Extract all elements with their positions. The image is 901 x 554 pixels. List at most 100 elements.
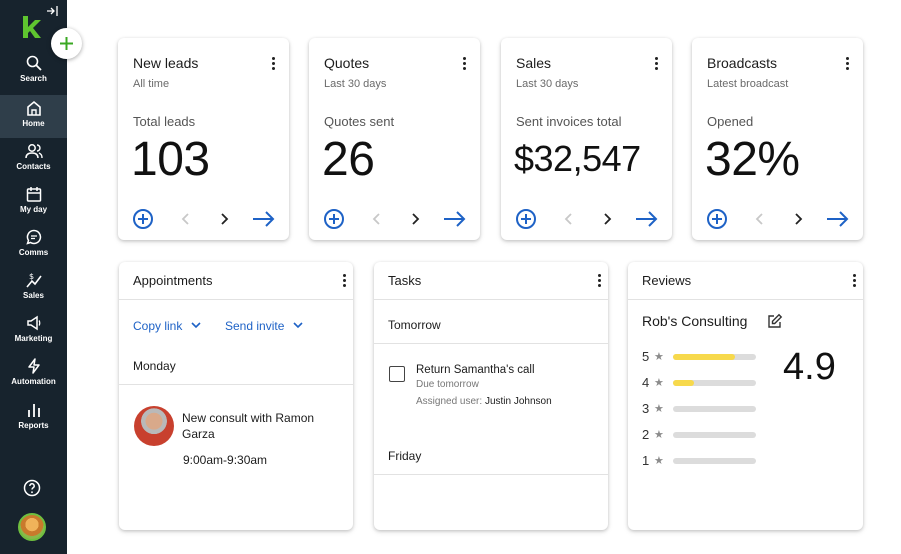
send-invite-button[interactable]: Send invite: [225, 319, 304, 333]
appointments-panel: Appointments Copy link Send invite Monda…: [119, 262, 353, 530]
tasks-panel: Tasks Tomorrow Return Samantha's call Du…: [374, 262, 608, 530]
quotes-card[interactable]: Quotes Last 30 days Quotes sent 26: [309, 38, 480, 240]
sidebar-item-label: Sales: [23, 291, 44, 300]
arrow-right-icon[interactable]: [635, 210, 659, 233]
chevron-left-icon[interactable]: [180, 211, 192, 232]
send-invite-label: Send invite: [225, 319, 285, 333]
help-icon[interactable]: [23, 479, 41, 497]
sidebar: Search Home Contacts My day Comms $ Sale…: [0, 0, 67, 554]
task-checkbox[interactable]: [389, 366, 405, 382]
business-name: Rob's Consulting: [642, 313, 748, 329]
star-icon: ★: [654, 377, 664, 389]
contacts-icon: [24, 144, 43, 159]
more-options-icon[interactable]: [598, 274, 602, 288]
sidebar-item-label: Automation: [11, 377, 56, 386]
rating-bar: [673, 406, 756, 412]
more-options-icon[interactable]: [846, 57, 850, 71]
task-title[interactable]: Return Samantha's call: [416, 364, 535, 376]
chat-icon: [25, 229, 41, 245]
average-rating: 4.9: [783, 346, 836, 388]
plus-icon: [60, 37, 73, 50]
arrow-right-icon[interactable]: [826, 210, 850, 233]
chevron-right-icon[interactable]: [218, 211, 230, 232]
collapse-sidebar-icon[interactable]: [45, 4, 59, 18]
search-icon: [26, 55, 42, 71]
star-icon: ★: [654, 351, 664, 363]
sales-icon: $: [25, 272, 42, 288]
add-circle-icon[interactable]: [323, 208, 345, 235]
metric-value: 26: [322, 133, 375, 186]
more-options-icon[interactable]: [343, 274, 347, 288]
arrow-right-icon[interactable]: [443, 210, 467, 233]
chevron-right-icon[interactable]: [409, 211, 421, 232]
day-heading: Monday: [133, 359, 176, 373]
sidebar-item-contacts[interactable]: Contacts: [0, 143, 67, 185]
contact-photo: [134, 406, 174, 446]
panel-title: Appointments: [133, 273, 213, 288]
star-count: 1: [642, 453, 650, 468]
new-leads-card[interactable]: New leads All time Total leads 103: [118, 38, 289, 240]
card-subtitle: Last 30 days: [324, 78, 387, 90]
rating-bar-fill: [673, 380, 694, 386]
sidebar-item-label: Comms: [18, 248, 49, 257]
chevron-right-icon[interactable]: [792, 211, 804, 232]
sales-card[interactable]: Sales Last 30 days Sent invoices total $…: [501, 38, 672, 240]
home-icon: [26, 100, 41, 116]
star-count: 3: [642, 401, 650, 416]
appointment-title: New consult with Ramon: [182, 411, 315, 425]
quick-add-button[interactable]: [51, 28, 82, 59]
sidebar-item-comms[interactable]: Comms: [0, 229, 67, 271]
copy-link-label: Copy link: [133, 319, 183, 333]
chevron-left-icon[interactable]: [563, 211, 575, 232]
more-options-icon[interactable]: [853, 274, 857, 288]
more-options-icon[interactable]: [655, 57, 659, 71]
logo-icon[interactable]: [21, 16, 41, 38]
metric-value: 103: [131, 133, 210, 186]
card-title: New leads: [133, 55, 199, 71]
bar-chart-icon: [27, 404, 40, 417]
star-icon: ★: [654, 403, 664, 415]
metric-label: Quotes sent: [324, 114, 395, 129]
sidebar-item-automation[interactable]: Automation: [0, 358, 67, 400]
user-avatar[interactable]: [18, 513, 46, 541]
sidebar-item-label: My day: [19, 205, 48, 214]
panel-title: Tasks: [388, 273, 422, 288]
sidebar-item-reports[interactable]: Reports: [0, 402, 67, 444]
card-title: Broadcasts: [707, 55, 778, 71]
sidebar-item-sales[interactable]: $ Sales: [0, 272, 67, 314]
arrow-right-icon[interactable]: [252, 210, 276, 233]
add-circle-icon[interactable]: [515, 208, 537, 235]
sidebar-item-marketing[interactable]: Marketing: [0, 315, 67, 357]
metric-value: $32,547: [514, 138, 641, 179]
card-subtitle: Last 30 days: [516, 78, 579, 90]
chevron-down-icon: [191, 322, 201, 329]
metric-label: Total leads: [133, 114, 196, 129]
task-due: Due tomorrow: [416, 379, 479, 390]
add-circle-icon[interactable]: [132, 208, 154, 235]
more-options-icon[interactable]: [272, 57, 276, 71]
star-icon: ★: [654, 455, 664, 467]
sidebar-item-search[interactable]: Search: [0, 55, 67, 97]
chevron-left-icon[interactable]: [754, 211, 766, 232]
broadcasts-card[interactable]: Broadcasts Latest broadcast Opened 32%: [692, 38, 863, 240]
card-subtitle: All time: [133, 78, 170, 90]
rating-bar: [673, 380, 756, 386]
rating-bar-fill: [673, 354, 736, 360]
task-assigned: Assigned user: Justin Johnson: [416, 396, 552, 407]
add-circle-icon[interactable]: [706, 208, 728, 235]
section-heading-tomorrow: Tomorrow: [388, 318, 441, 332]
chevron-left-icon[interactable]: [371, 211, 383, 232]
assigned-label: Assigned user:: [416, 396, 483, 407]
edit-icon[interactable]: [767, 313, 783, 329]
sidebar-item-home[interactable]: Home: [0, 95, 67, 138]
sidebar-item-label: Contacts: [16, 162, 51, 171]
more-options-icon[interactable]: [463, 57, 467, 71]
card-subtitle: Latest broadcast: [707, 78, 789, 90]
appointment-time: 9:00am-9:30am: [183, 453, 268, 467]
assigned-user: Justin Johnson: [484, 396, 552, 407]
sidebar-item-my-day[interactable]: My day: [0, 186, 67, 228]
chevron-right-icon[interactable]: [601, 211, 613, 232]
copy-link-button[interactable]: Copy link: [133, 319, 202, 333]
megaphone-icon: [26, 315, 40, 331]
star-count: 5: [642, 349, 650, 364]
